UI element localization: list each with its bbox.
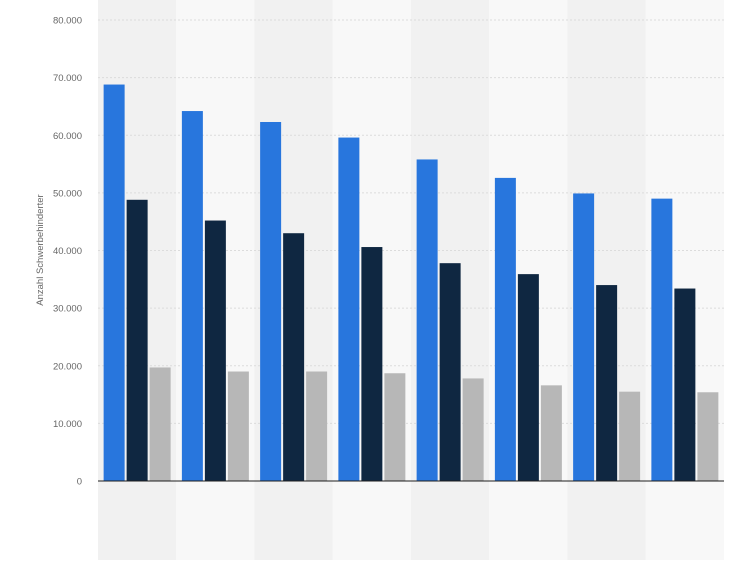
bar[interactable] xyxy=(674,288,696,481)
y-tick-label: 20.000 xyxy=(53,361,82,372)
bar[interactable] xyxy=(126,199,148,482)
bar[interactable] xyxy=(181,111,203,482)
y-tick-label: 30.000 xyxy=(53,304,82,315)
bar[interactable] xyxy=(462,378,484,481)
bar[interactable] xyxy=(338,137,360,481)
y-tick-label: 10.000 xyxy=(53,419,82,430)
bar[interactable] xyxy=(361,247,383,481)
y-tick-label: 70.000 xyxy=(53,73,82,84)
bar[interactable] xyxy=(260,121,282,481)
bar[interactable] xyxy=(494,177,516,481)
bar[interactable] xyxy=(416,159,438,481)
y-tick-label: 60.000 xyxy=(53,131,82,142)
y-tick-label: 40.000 xyxy=(53,246,82,257)
bar[interactable] xyxy=(517,274,539,481)
y-tick-label: 0 xyxy=(77,477,82,488)
bar[interactable] xyxy=(540,385,562,481)
bar[interactable] xyxy=(439,263,461,481)
bar[interactable] xyxy=(227,371,249,481)
y-axis-label: Anzahl Schwerbehinderter xyxy=(35,194,46,305)
bar[interactable] xyxy=(103,84,125,481)
bar[interactable] xyxy=(596,285,618,481)
bar[interactable] xyxy=(283,233,305,481)
bar[interactable] xyxy=(651,198,673,481)
y-tick-label: 50.000 xyxy=(53,188,82,199)
y-axis-ticks: 0 10.000 20.000 30.000 40.000 50.000 60.000 70.… xyxy=(53,16,82,488)
bar[interactable] xyxy=(619,391,641,481)
bar[interactable] xyxy=(306,371,328,481)
y-tick-label: 80.000 xyxy=(53,16,82,27)
bar[interactable] xyxy=(697,392,719,481)
bars xyxy=(103,84,719,482)
bar[interactable] xyxy=(384,373,406,481)
bar[interactable] xyxy=(573,193,595,482)
bar[interactable] xyxy=(204,220,226,481)
bar[interactable] xyxy=(149,367,171,481)
